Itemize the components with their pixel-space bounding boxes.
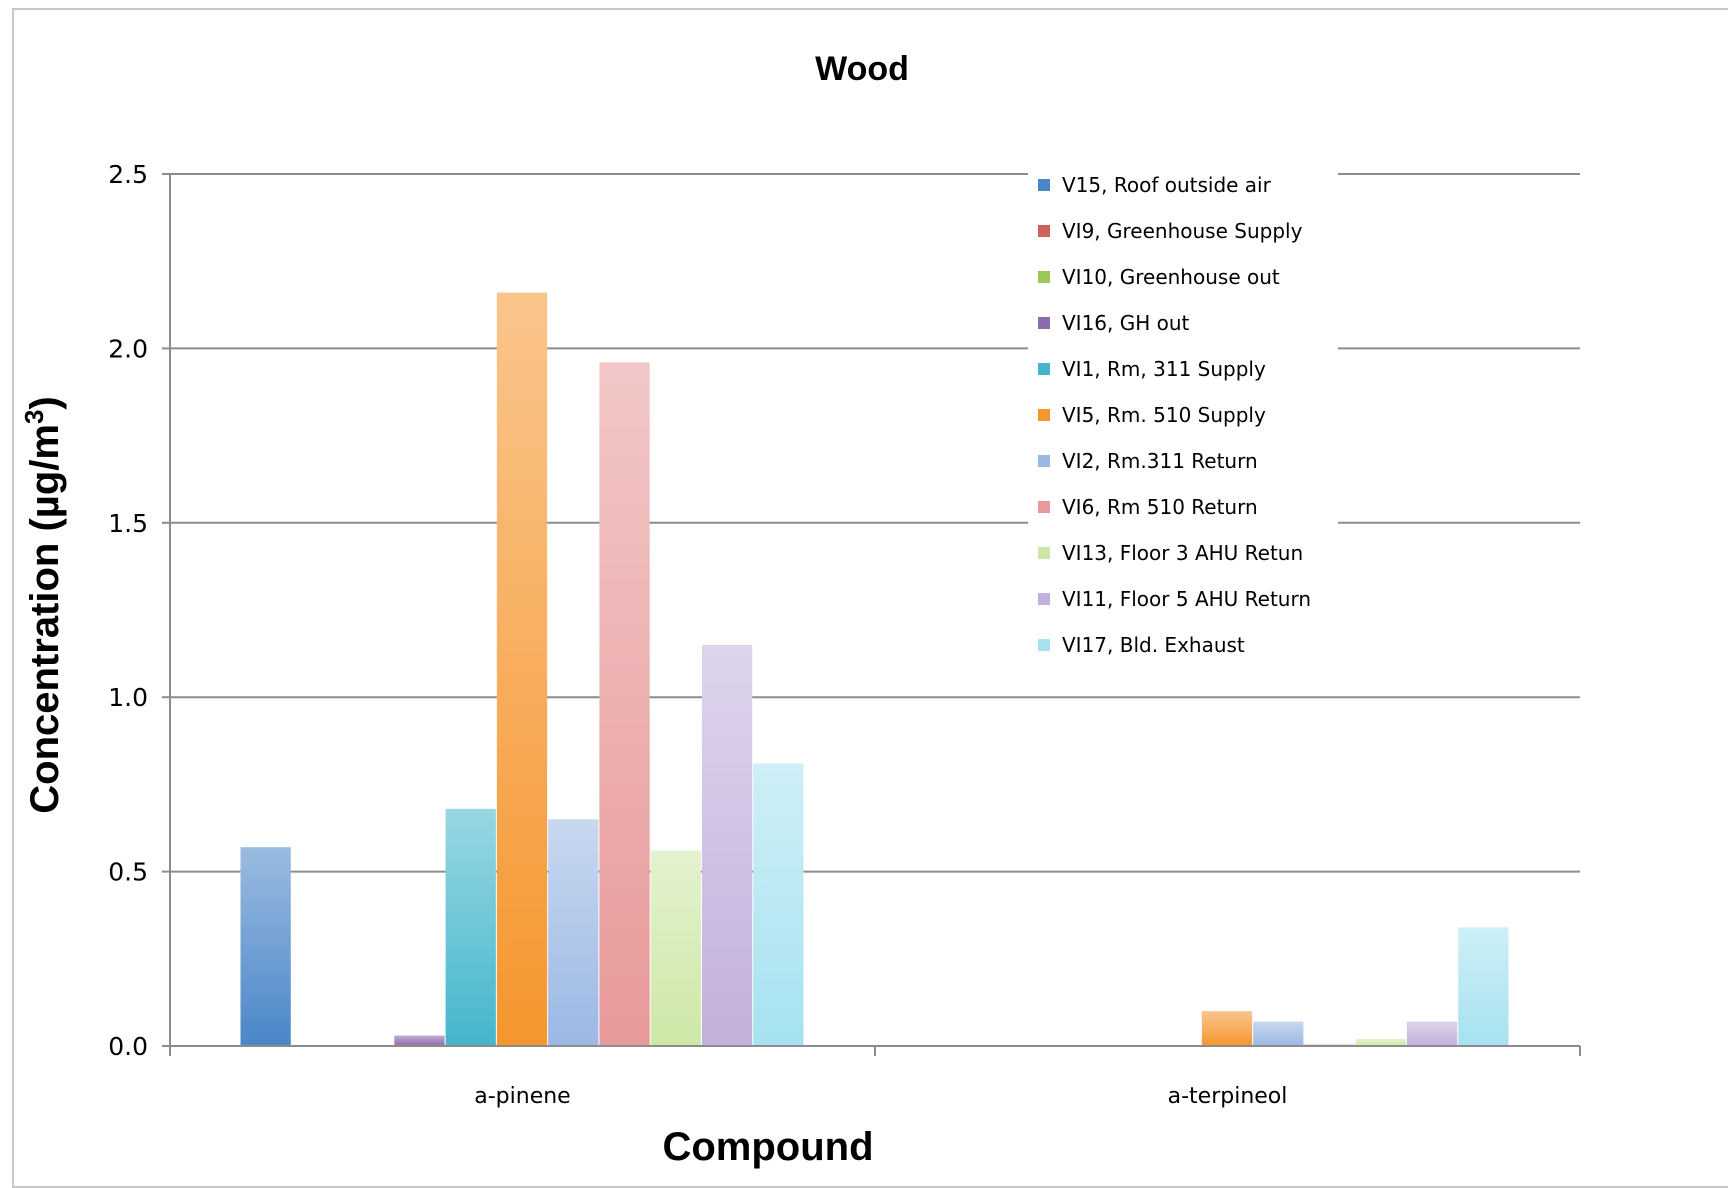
y-axis-title-main: Concentration (µg/m — [23, 424, 67, 814]
y-axis-title: Concentration (µg/m3) — [19, 396, 67, 814]
bar-vi13-floor-3-ahu-retun-a-terpineol — [1355, 1039, 1406, 1046]
y-tick-label: 2.5 — [108, 160, 148, 189]
chart-frame — [12, 8, 1728, 1188]
legend-swatch — [1038, 639, 1050, 651]
legend-label: VI16, GH out — [1062, 311, 1190, 335]
x-axis-title: Compound — [662, 1125, 873, 1169]
bar-vi16-gh-out-a-pinene — [394, 1035, 445, 1046]
legend-label: VI10, Greenhouse out — [1062, 265, 1280, 289]
bars — [240, 292, 1509, 1046]
bar-v15-roof-outside-air-a-pinene — [240, 847, 291, 1046]
y-axis-title-close: ) — [23, 396, 67, 409]
legend-label: VI2, Rm.311 Return — [1062, 449, 1258, 473]
legend-label: VI17, Bld. Exhaust — [1062, 633, 1245, 657]
legend-label: VI5, Rm. 510 Supply — [1062, 403, 1266, 427]
x-category-label: a-terpineol — [1168, 1084, 1288, 1109]
legend-label: VI13, Floor 3 AHU Retun — [1062, 541, 1303, 565]
bar-vi2-rm-311-return-a-terpineol — [1253, 1021, 1304, 1046]
y-tick-label: 2.0 — [108, 334, 148, 363]
legend-label: VI9, Greenhouse Supply — [1062, 219, 1303, 243]
legend-label: VI1, Rm, 311 Supply — [1062, 357, 1266, 381]
y-tick-labels: 0.0 0.5 1.0 1.5 2.0 2.5 — [108, 160, 148, 1061]
bar-vi2-rm-311-return-a-pinene — [548, 819, 599, 1046]
y-axis-title-sup: 3 — [19, 410, 49, 424]
y-tick-label: 0.0 — [108, 1032, 148, 1061]
legend-swatch — [1038, 317, 1050, 329]
bar-vi17-bld-exhaust-a-terpineol — [1458, 927, 1509, 1046]
chart-title: Wood — [815, 50, 909, 88]
legend-swatch — [1038, 455, 1050, 467]
legend-label: V15, Roof outside air — [1062, 173, 1272, 197]
legend-label: VI11, Floor 5 AHU Return — [1062, 587, 1311, 611]
bar-vi1-rm-311-supply-a-pinene — [445, 808, 496, 1046]
legend: V15, Roof outside air VI9, Greenhouse Sup… — [1028, 164, 1338, 678]
y-tick-label: 0.5 — [108, 858, 148, 887]
bar-vi6-rm-510-return-a-pinene — [599, 362, 650, 1046]
legend-background — [1028, 164, 1338, 678]
bar-vi5-rm-510-supply-a-pinene — [496, 292, 548, 1046]
legend-swatch — [1038, 225, 1050, 237]
legend-swatch — [1038, 501, 1050, 513]
bar-vi5-rm-510-supply-a-terpineol — [1201, 1011, 1253, 1046]
legend-swatch — [1038, 547, 1050, 559]
x-category-label: a-pinene — [474, 1084, 570, 1109]
y-tick-label: 1.5 — [108, 509, 148, 538]
legend-swatch — [1038, 363, 1050, 375]
axes — [162, 173, 1581, 1056]
bar-vi17-bld-exhaust-a-pinene — [753, 763, 804, 1046]
legend-swatch — [1038, 409, 1050, 421]
bar-vi11-floor-5-ahu-return-a-pinene — [701, 644, 753, 1046]
legend-label: VI6, Rm 510 Return — [1062, 495, 1258, 519]
legend-swatch — [1038, 593, 1050, 605]
bar-vi11-floor-5-ahu-return-a-terpineol — [1406, 1021, 1458, 1046]
gridlines — [170, 173, 1580, 873]
legend-swatch — [1038, 179, 1050, 191]
y-tick-label: 1.0 — [108, 683, 148, 712]
legend-swatch — [1038, 271, 1050, 283]
x-category-labels: a-pinene a-terpineol — [474, 1084, 1287, 1109]
bar-vi13-floor-3-ahu-retun-a-pinene — [650, 850, 701, 1046]
